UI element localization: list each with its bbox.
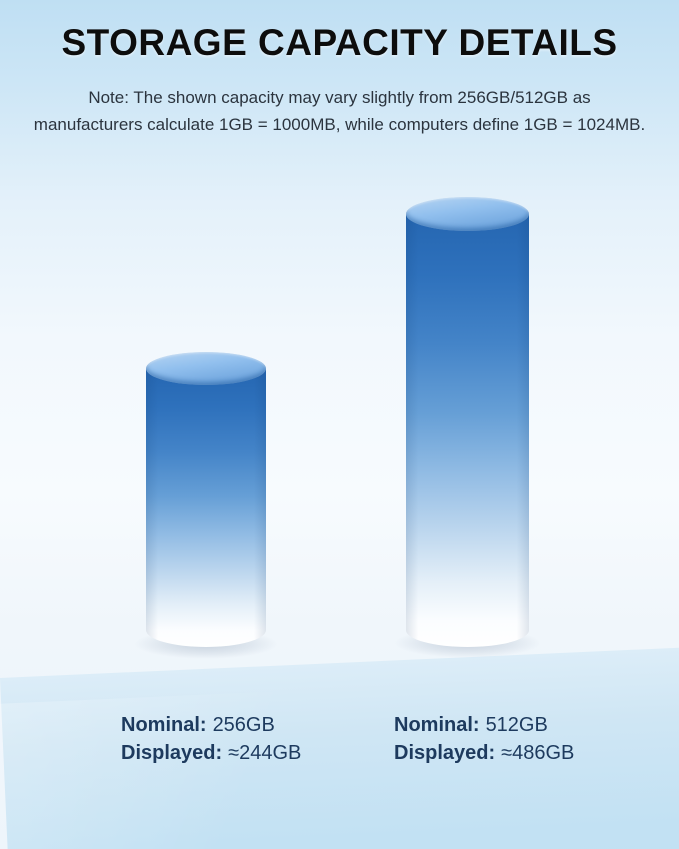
displayed-label: Displayed: [394, 742, 496, 764]
cylinder-512gb [406, 197, 529, 647]
note-text: Note: The shown capacity may vary slight… [0, 84, 679, 138]
page-title: STORAGE CAPACITY DETAILS [61, 22, 618, 63]
label-256gb-displayed-line: Displayed: ≈244GB [121, 739, 301, 767]
label-512gb-displayed-line: Displayed: ≈486GB [394, 739, 574, 767]
displayed-value: ≈486GB [501, 742, 575, 764]
cylinder-256gb [146, 352, 266, 647]
nominal-label: Nominal: [121, 714, 207, 736]
displayed-value: ≈244GB [228, 742, 302, 764]
nominal-value: 256GB [212, 714, 275, 736]
label-256gb-nominal-line: Nominal: 256GB [121, 711, 301, 739]
cylinder-512gb-body [406, 214, 529, 647]
note-line-1: Note: The shown capacity may vary slight… [88, 88, 591, 107]
nominal-value: 512GB [485, 714, 548, 736]
nominal-label: Nominal: [394, 714, 480, 736]
cylinder-256gb-top-face [146, 352, 266, 385]
cylinder-256gb-body [146, 368, 266, 647]
displayed-label: Displayed: [121, 742, 223, 764]
label-256gb: Nominal: 256GB Displayed: ≈244GB [121, 711, 301, 767]
cylinder-512gb-top-face [406, 197, 529, 231]
label-512gb-nominal-line: Nominal: 512GB [394, 711, 574, 739]
note-line-2: manufacturers calculate 1GB = 1000MB, wh… [33, 115, 646, 134]
label-512gb: Nominal: 512GB Displayed: ≈486GB [394, 711, 574, 767]
